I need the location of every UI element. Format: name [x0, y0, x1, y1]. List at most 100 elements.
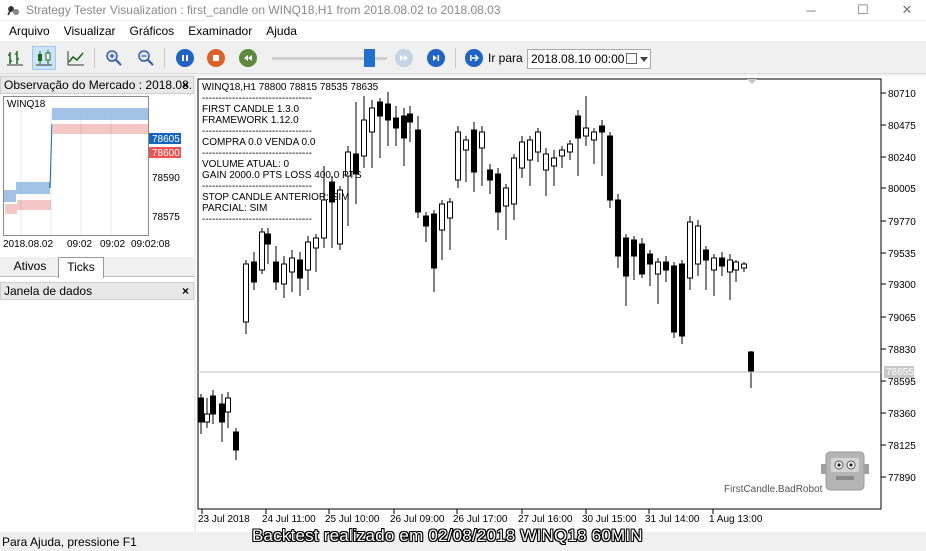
goto-date-field[interactable]: 2018.08.10 00:00	[527, 49, 651, 69]
info-separator: ---------------------------------	[202, 214, 312, 225]
info-separator: ---------------------------------	[202, 93, 312, 104]
y-tick-label: 80240	[888, 153, 916, 164]
bear-candle	[198, 397, 204, 423]
bull-candle	[687, 221, 693, 279]
bull-candle	[727, 259, 733, 273]
bull-candle	[447, 201, 453, 219]
bear-candle	[679, 263, 685, 337]
goto-button[interactable]	[462, 46, 486, 70]
time-axis: 23 Jul 2018 24 Jul 11:00 25 Jul 10:00 26 Ju…	[198, 509, 763, 525]
close-icon[interactable]: ×	[181, 78, 189, 92]
bear-candle	[487, 169, 493, 181]
bear-candle	[631, 239, 637, 257]
bear-candle	[377, 101, 383, 117]
zoom-in-button[interactable]	[102, 46, 126, 70]
toolbar-separator	[164, 48, 165, 68]
bull-candle	[243, 263, 249, 323]
mw-price-label: 78590	[152, 173, 180, 184]
x-tick-label: 26 Jul 17:00	[453, 514, 508, 525]
bear-candle	[431, 213, 437, 269]
skip-to-end-button[interactable]	[424, 46, 448, 70]
mw-grid	[20, 110, 112, 235]
mw-time-label: 09:02	[100, 239, 125, 250]
bull-candle	[519, 141, 525, 169]
menu-arquivo[interactable]: Arquivo	[9, 24, 50, 38]
chevron-down-icon[interactable]	[640, 57, 648, 62]
bull-candle	[535, 131, 541, 153]
stop-icon	[207, 49, 225, 67]
bear-candle	[719, 257, 725, 267]
slow-down-button[interactable]	[236, 46, 260, 70]
bear-candle	[599, 125, 605, 133]
menu-examinador[interactable]: Examinador	[188, 24, 253, 38]
bear-candle	[273, 261, 279, 283]
bull-candle	[591, 131, 597, 141]
menu-ajuda[interactable]: Ajuda	[266, 24, 297, 38]
bull-candle	[369, 107, 375, 133]
bull-candle	[463, 139, 469, 151]
maximize-button[interactable]: ☐	[857, 2, 869, 17]
bid-price: 78600	[152, 148, 180, 159]
bull-candle	[695, 225, 701, 265]
menu-graficos[interactable]: Gráficos	[129, 24, 175, 38]
bull-candle	[733, 261, 739, 271]
tab-ticks[interactable]: Ticks	[58, 257, 104, 278]
price-chart-panel[interactable]: 80710 80475 80240 80005 79770 79535 79300 79065…	[196, 76, 926, 532]
mw-time-label: 2018.08.02	[3, 239, 53, 250]
line-chart-button[interactable]	[64, 46, 88, 70]
bear-candle	[703, 249, 709, 261]
x-tick-label: 27 Jul 16:00	[518, 514, 573, 525]
zoom-out-icon	[138, 50, 154, 66]
stop-button[interactable]	[204, 46, 228, 70]
data-window-title: Janela de dados	[4, 284, 93, 298]
bull-candle	[455, 131, 461, 181]
app-icon	[6, 3, 20, 17]
menu-visualizar[interactable]: Visualizar	[63, 24, 116, 38]
bear-candle	[748, 351, 754, 373]
title-bar: Strategy Tester Visualization : first_ca…	[0, 0, 926, 20]
speed-slider-thumb[interactable]	[364, 49, 375, 67]
bid-price-tag	[149, 147, 181, 158]
info-line: VOLUME ATUAL: 0	[202, 159, 290, 170]
minimize-button[interactable]: ─	[806, 2, 816, 18]
bull-candle	[711, 257, 717, 271]
skip-end-icon	[427, 49, 445, 67]
mw-time-label: 09:02:08	[131, 239, 170, 250]
close-button[interactable]: ✕	[901, 2, 913, 17]
bar-chart-button[interactable]	[3, 46, 27, 70]
toolbar: Ir para 2018.08.10 00:00	[0, 42, 926, 74]
close-icon[interactable]: ×	[181, 284, 189, 298]
y-tick-label: 78360	[888, 409, 916, 420]
candlestick-chart[interactable]: 80710 80475 80240 80005 79770 79535 79300 79065…	[196, 76, 926, 532]
pause-button[interactable]	[173, 46, 197, 70]
bear-candle	[423, 215, 429, 227]
zoom-out-button[interactable]	[134, 46, 158, 70]
mw-symbol: WINQ18	[7, 99, 46, 110]
y-tick-label: 79535	[888, 249, 916, 260]
video-caption: Backtest realizado em 02/08/2018 WINQ18 …	[252, 526, 643, 545]
ask-price: 78605	[152, 134, 180, 145]
x-tick-label: 26 Jul 09:00	[390, 514, 445, 525]
info-line: COMPRA 0.0 VENDA 0.0	[202, 137, 316, 148]
market-watch-tabs: Ativos Ticks	[0, 257, 194, 278]
bear-candle	[623, 237, 629, 277]
bull-candle	[259, 231, 265, 271]
status-help-text: Para Ajuda, pressione F1	[2, 535, 137, 549]
info-separator: ---------------------------------	[202, 181, 312, 192]
bull-candle	[511, 157, 517, 205]
tab-ativos[interactable]: Ativos	[13, 259, 47, 273]
bear-candle	[353, 153, 359, 175]
bear-candle	[297, 259, 303, 279]
calendar-icon[interactable]	[626, 53, 637, 64]
bear-candle	[415, 129, 421, 213]
x-tick-label: 24 Jul 11:00	[262, 514, 316, 525]
bull-candle	[655, 261, 661, 275]
x-tick-label: 30 Jul 15:00	[582, 514, 637, 525]
speed-up-button[interactable]	[392, 46, 416, 70]
market-watch-header: Observação do Mercado : 2018.08.( ×	[0, 76, 194, 108]
candlestick-button[interactable]	[32, 46, 56, 70]
info-line: FIRST CANDLE 1.3.0	[202, 104, 300, 115]
speed-slider[interactable]	[272, 57, 387, 60]
goto-icon	[465, 49, 483, 67]
bear-candle	[210, 395, 216, 415]
